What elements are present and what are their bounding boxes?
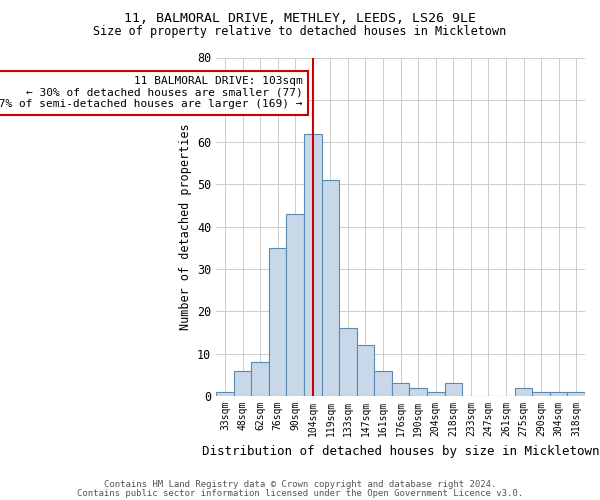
Text: Contains HM Land Registry data © Crown copyright and database right 2024.: Contains HM Land Registry data © Crown c… <box>104 480 496 489</box>
Bar <box>374 370 392 396</box>
Bar <box>234 370 251 396</box>
Text: 11, BALMORAL DRIVE, METHLEY, LEEDS, LS26 9LE: 11, BALMORAL DRIVE, METHLEY, LEEDS, LS26… <box>124 12 476 26</box>
Bar <box>304 134 322 396</box>
Bar <box>568 392 585 396</box>
Text: Contains public sector information licensed under the Open Government Licence v3: Contains public sector information licen… <box>77 488 523 498</box>
Text: 11 BALMORAL DRIVE: 103sqm
← 30% of detached houses are smaller (77)
67% of semi-: 11 BALMORAL DRIVE: 103sqm ← 30% of detac… <box>0 76 303 110</box>
Bar <box>427 392 445 396</box>
Bar <box>216 392 234 396</box>
X-axis label: Distribution of detached houses by size in Mickletown: Distribution of detached houses by size … <box>202 444 599 458</box>
Y-axis label: Number of detached properties: Number of detached properties <box>179 124 191 330</box>
Bar <box>445 384 462 396</box>
Bar <box>409 388 427 396</box>
Bar <box>357 346 374 396</box>
Bar <box>550 392 568 396</box>
Bar <box>322 180 339 396</box>
Bar <box>251 362 269 396</box>
Bar <box>515 388 532 396</box>
Bar <box>339 328 357 396</box>
Text: Size of property relative to detached houses in Mickletown: Size of property relative to detached ho… <box>94 25 506 38</box>
Bar <box>532 392 550 396</box>
Bar <box>392 384 409 396</box>
Bar <box>269 248 286 396</box>
Bar <box>286 214 304 396</box>
